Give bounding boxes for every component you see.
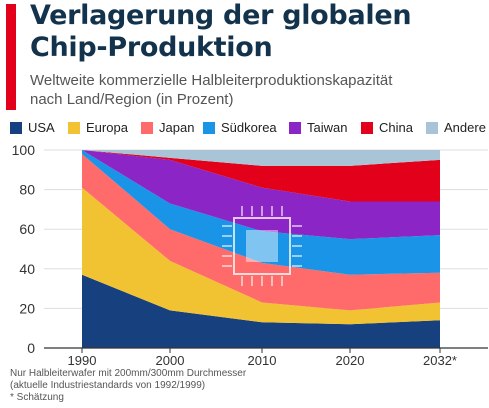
- legend-swatch-taiwan: [289, 121, 301, 134]
- title-accent-bar: [6, 4, 16, 110]
- legend-label-japan: Japan: [159, 120, 195, 135]
- x-tick-label-2000: 2000: [156, 353, 185, 368]
- area-andere: [82, 150, 440, 166]
- area-taiwan: [82, 150, 440, 240]
- x-tick-label-2020: 2020: [336, 353, 365, 368]
- legend-swatch-usa: [10, 121, 22, 134]
- chip-icon: [222, 206, 302, 286]
- chart-subtitle: Weltweite kommerzielle Halbleiterprodukt…: [30, 71, 485, 109]
- legend-swatch-suedkorea: [203, 121, 215, 134]
- legend-swatch-china: [361, 121, 373, 134]
- chart-title-line-2: Chip-Produktion: [30, 32, 273, 63]
- legend-label-usa: USA: [28, 120, 55, 135]
- x-tick-label-1990: 1990: [68, 353, 97, 368]
- area-usa: [82, 274, 440, 348]
- chart-subtitle-line-2: nach Land/Region (in Prozent): [30, 91, 234, 108]
- stacked-area-chart: 0 20 40 60 80 100 1990 2000 2010 2020 2032*: [12, 142, 488, 368]
- legend-item-usa: USA: [10, 120, 55, 135]
- legend-item-japan: Japan: [141, 120, 194, 135]
- area-china: [82, 150, 440, 202]
- chart-legend: USA Europa Japan Südkorea Taiwan China Andere: [10, 120, 488, 138]
- legend-item-suedkorea: Südkorea: [203, 120, 277, 135]
- legend-item-andere: Andere: [426, 120, 486, 135]
- chart-footnote: Nur Halbleiterwafer mit 200mm/300mm Durc…: [10, 368, 480, 404]
- y-tick-label-60: 60: [19, 221, 35, 237]
- area-europa: [82, 187, 440, 325]
- chart-title-line-1: Verlagerung der globalen: [30, 0, 412, 31]
- legend-label-suedkorea: Südkorea: [221, 120, 277, 135]
- y-tick-label-80: 80: [19, 182, 35, 198]
- legend-item-taiwan: Taiwan: [289, 120, 347, 135]
- y-tick-label-0: 0: [27, 340, 35, 356]
- legend-swatch-andere: [426, 121, 438, 134]
- legend-item-china: China: [361, 120, 413, 135]
- area-japan: [82, 153, 440, 311]
- footnote-line-2: (aktuelle Industriestandards von 1992/19…: [10, 380, 206, 391]
- y-tick-label-20: 20: [19, 300, 35, 316]
- legend-label-china: China: [379, 120, 413, 135]
- chart-title: Verlagerung der globalen Chip-Produktion: [30, 0, 485, 64]
- area-suedkorea: [82, 150, 440, 275]
- footnote-line-3: * Schätzung: [10, 392, 64, 403]
- footnote-line-1: Nur Halbleiterwafer mit 200mm/300mm Durc…: [10, 368, 247, 379]
- chip-icon-core: [246, 230, 278, 262]
- x-tick-label-2010: 2010: [248, 353, 277, 368]
- legend-swatch-europa: [68, 121, 80, 134]
- legend-swatch-japan: [141, 121, 153, 134]
- legend-item-europa: Europa: [68, 120, 128, 135]
- y-tick-label-100: 100: [12, 142, 36, 158]
- chip-icon-outline: [233, 217, 291, 275]
- x-tick-label-2032: 2032*: [423, 353, 457, 368]
- y-tick-label-40: 40: [19, 261, 35, 277]
- legend-label-taiwan: Taiwan: [307, 120, 348, 135]
- chart-subtitle-line-1: Weltweite kommerzielle Halbleiterprodukt…: [30, 72, 393, 89]
- legend-label-andere: Andere: [444, 120, 486, 135]
- legend-label-europa: Europa: [86, 120, 128, 135]
